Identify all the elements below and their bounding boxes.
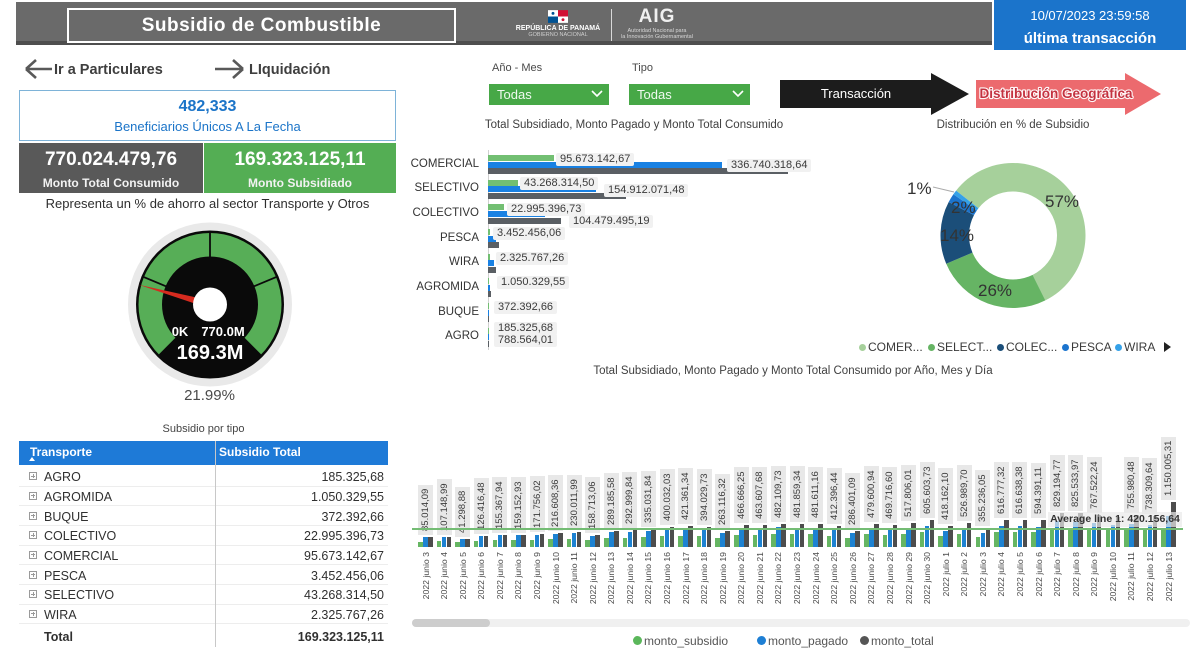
- svg-text:57%: 57%: [1045, 192, 1079, 211]
- svg-text:169.3M: 169.3M: [177, 342, 244, 364]
- svg-text:Distribución Geográfica: Distribución Geográfica: [979, 86, 1133, 101]
- svg-text:0K: 0K: [172, 324, 189, 339]
- svg-text:770.0M: 770.0M: [201, 324, 244, 339]
- svg-text:14%: 14%: [940, 226, 974, 245]
- svg-text:2%: 2%: [951, 198, 976, 217]
- svg-text:26%: 26%: [978, 281, 1012, 300]
- svg-text:Transacción: Transacción: [821, 86, 891, 101]
- svg-text:1%: 1%: [907, 179, 932, 198]
